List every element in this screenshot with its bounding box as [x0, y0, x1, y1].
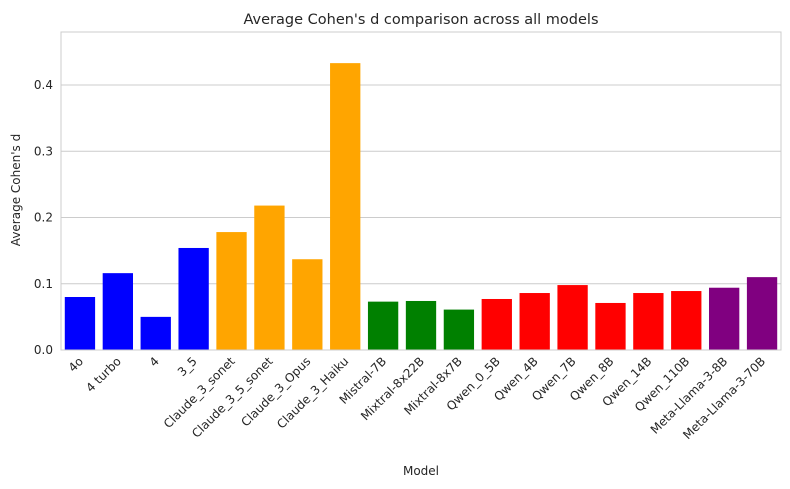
y-tick-label: 0.4: [34, 78, 53, 92]
chart-title: Average Cohen's d comparison across all …: [243, 12, 598, 28]
x-axis-label: Model: [403, 464, 439, 478]
bar: [254, 205, 285, 350]
bar: [443, 309, 475, 350]
y-tick-label: 0.2: [34, 211, 53, 225]
plot-frame: [60, 31, 782, 351]
bar: [367, 301, 399, 350]
bar: [405, 300, 437, 350]
bar: [557, 285, 588, 350]
bar: [292, 259, 323, 350]
bar: [178, 247, 209, 350]
y-tick-label: 0.3: [34, 144, 53, 158]
bar: [671, 291, 702, 350]
bars: [64, 63, 778, 350]
bar: [746, 277, 778, 350]
bar: [64, 297, 96, 350]
y-axis-label: Average Cohen's d: [9, 134, 23, 246]
y-tick-label: 0.0: [34, 343, 53, 357]
bar: [140, 316, 171, 350]
bar: [481, 298, 512, 350]
bar: [216, 232, 247, 350]
y-tick-label: 0.1: [34, 277, 53, 291]
bar: [595, 302, 626, 350]
y-tick-labels: 0.0 0.1 0.2 0.3 0.4: [34, 78, 53, 357]
bar: [330, 63, 361, 350]
bar: [633, 293, 664, 350]
bar: [709, 287, 740, 350]
bar: [519, 293, 550, 350]
bar: [102, 273, 133, 350]
